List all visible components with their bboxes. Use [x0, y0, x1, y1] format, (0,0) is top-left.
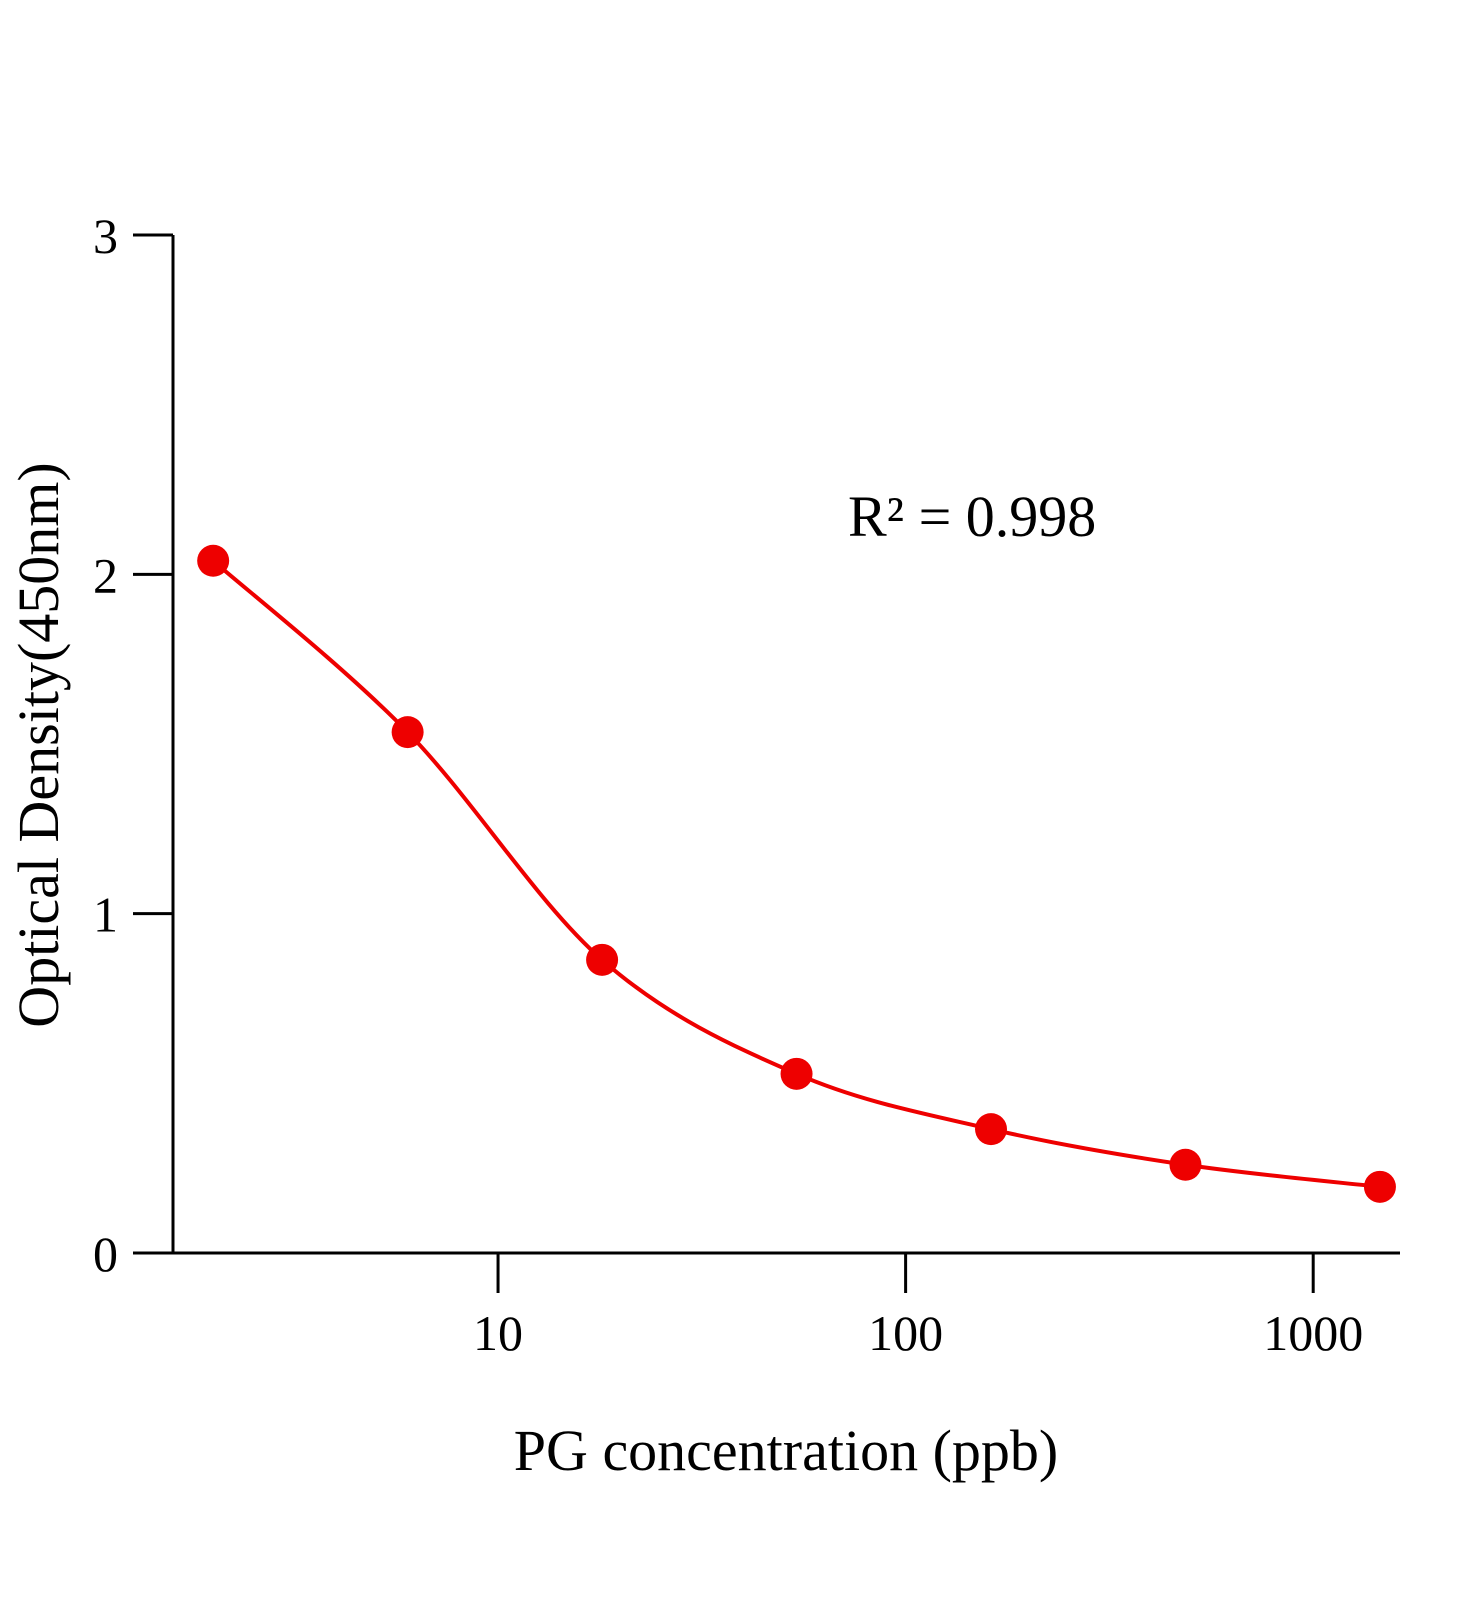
data-point	[1169, 1148, 1202, 1181]
data-point	[197, 544, 230, 577]
data-point	[1363, 1170, 1396, 1203]
data-point	[975, 1113, 1008, 1146]
fit-curve	[211, 559, 1381, 1189]
annotation-r2: R² = 0.998	[848, 484, 1096, 549]
y-tick-label: 1	[93, 887, 118, 943]
x-axis-label: PG concentration (ppb)	[514, 1418, 1058, 1483]
ticks: 0 1 2 3 10 100 1000	[93, 208, 1363, 1361]
y-tick-label: 3	[93, 208, 118, 264]
data-point	[586, 943, 619, 976]
x-tick-label: 1000	[1263, 1305, 1363, 1361]
data-point	[780, 1057, 813, 1090]
x-tick-label: 100	[868, 1305, 943, 1361]
data-point	[391, 716, 424, 749]
x-tick-label: 10	[473, 1305, 523, 1361]
y-tick-label: 2	[93, 547, 118, 603]
axes	[133, 235, 1400, 1255]
y-tick-label: 0	[93, 1226, 118, 1282]
data-points	[197, 544, 1396, 1203]
y-axis-label: Optical Density(450nm)	[6, 462, 71, 1027]
